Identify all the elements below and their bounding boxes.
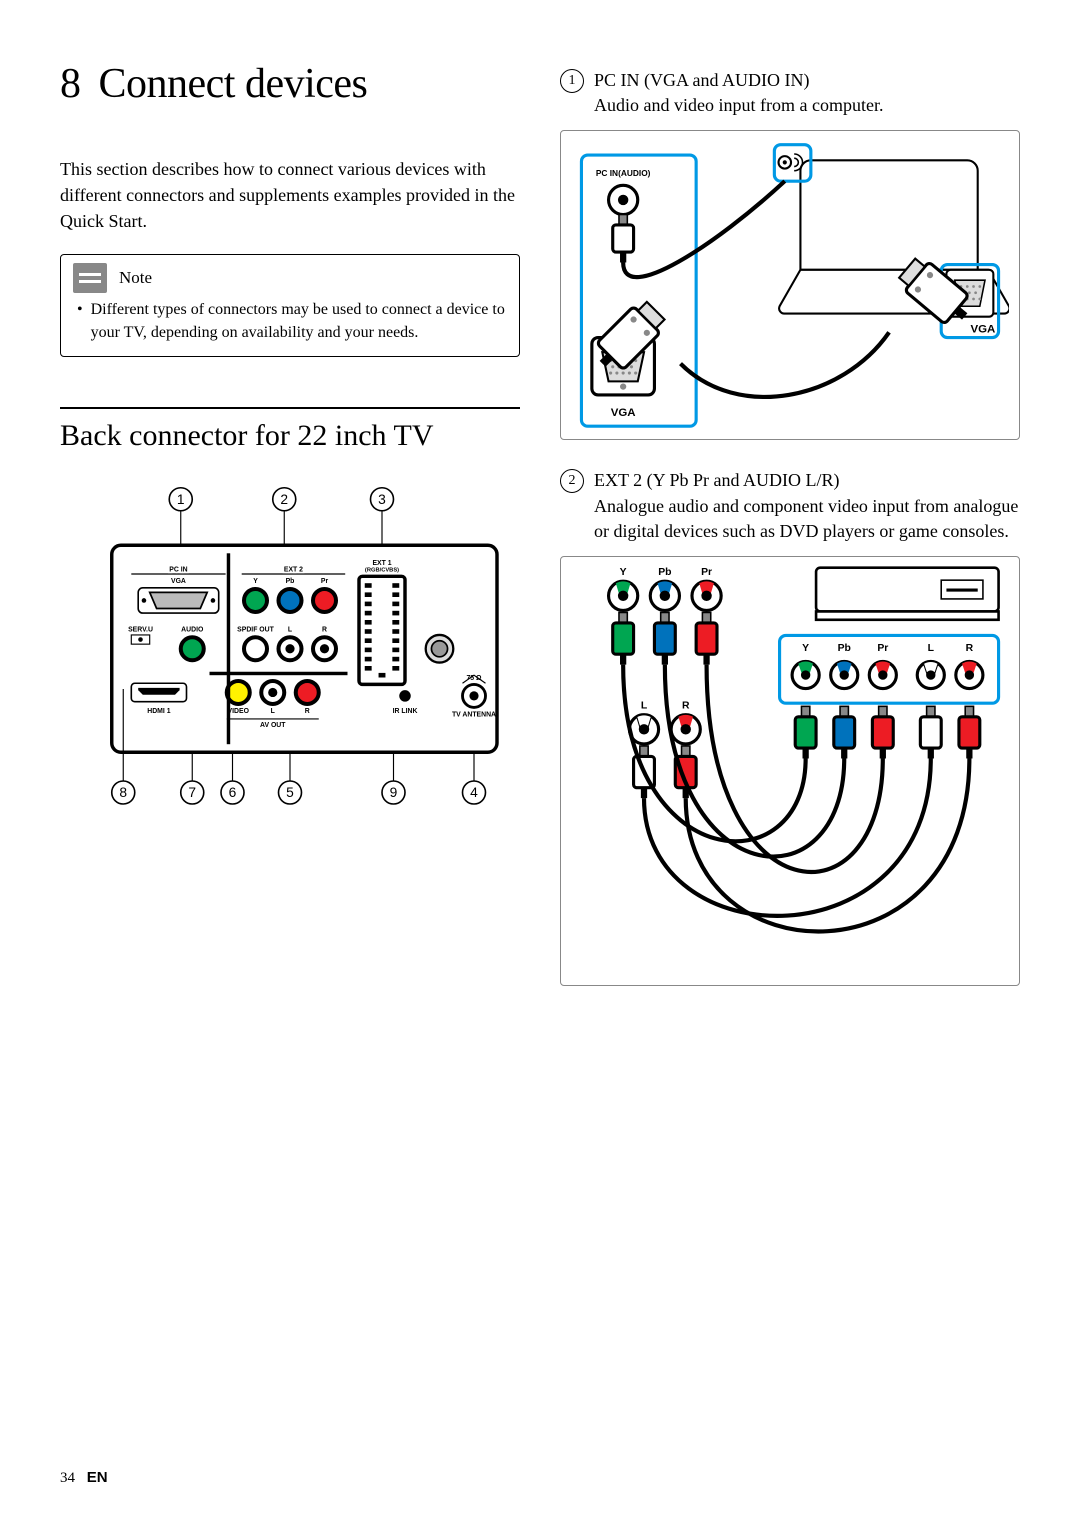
tv-pb-port (650, 581, 679, 610)
item-number-circle: 1 (560, 69, 584, 93)
svg-text:R: R (682, 700, 690, 711)
item-1-title: PC IN (VGA and AUDIO IN) (594, 68, 883, 93)
svg-text:EXT 2: EXT 2 (284, 566, 303, 573)
callout-7: 7 (181, 752, 204, 804)
item-2-desc: Analogue audio and component video input… (594, 494, 1020, 544)
item-1: 1 PC IN (VGA and AUDIO IN) Audio and vid… (560, 68, 1020, 118)
svg-text:R: R (305, 708, 310, 715)
svg-text:Y: Y (802, 643, 809, 654)
svg-text:6: 6 (229, 785, 237, 800)
note-text: Different types of connectors may be use… (91, 299, 507, 344)
svg-text:L: L (288, 626, 292, 633)
svg-text:Pr: Pr (701, 567, 712, 578)
callout-8: 8 (112, 689, 135, 804)
intro-paragraph: This section describes how to connect va… (60, 156, 520, 234)
item-2: 2 EXT 2 (Y Pb Pr and AUDIO L/R) Analogue… (560, 468, 1020, 544)
svg-text:VGA: VGA (970, 323, 995, 335)
svg-text:8: 8 (119, 785, 127, 800)
svg-text:R: R (322, 626, 327, 633)
svg-text:2: 2 (280, 491, 288, 506)
svg-text:Y: Y (253, 578, 258, 585)
callout-1: 1 (169, 487, 192, 545)
svg-text:3: 3 (378, 491, 386, 506)
ext2-figure: Y Pb Pr L R Y (560, 556, 1020, 986)
tv-y-port (609, 581, 638, 610)
svg-text:9: 9 (390, 785, 398, 800)
svg-text:1: 1 (177, 491, 185, 506)
language-code: EN (87, 1469, 108, 1486)
svg-text:Pb: Pb (658, 567, 671, 578)
svg-text:SERV.U: SERV.U (128, 626, 153, 633)
svg-text:VIDEO: VIDEO (228, 708, 250, 715)
svg-text:Pb: Pb (838, 643, 851, 654)
svg-text:PC IN(AUDIO): PC IN(AUDIO) (596, 168, 651, 178)
note-icon (73, 263, 107, 293)
svg-text:5: 5 (286, 785, 294, 800)
item-2-title: EXT 2 (Y Pb Pr and AUDIO L/R) (594, 468, 1020, 493)
callout-5: 5 (279, 752, 302, 804)
note-box: Note Different types of connectors may b… (60, 254, 520, 357)
svg-text:SPDIF OUT: SPDIF OUT (237, 626, 274, 633)
svg-text:7: 7 (188, 785, 196, 800)
page-number: 34 (60, 1470, 75, 1486)
svg-text:HDMI 1: HDMI 1 (147, 708, 170, 715)
section-divider (60, 407, 520, 409)
svg-text:AUDIO: AUDIO (181, 626, 204, 633)
svg-text:4: 4 (470, 785, 478, 800)
svg-text:EXT 1: EXT 1 (372, 559, 391, 566)
chapter-title: 8 Connect devices (60, 60, 520, 108)
item-number-circle: 2 (560, 469, 584, 493)
item-1-desc: Audio and video input from a computer. (594, 93, 883, 118)
svg-text:Pr: Pr (321, 578, 329, 585)
svg-text:IR LINK: IR LINK (393, 708, 418, 715)
callout-3: 3 (371, 487, 394, 545)
note-label: Note (119, 268, 152, 288)
svg-text:Y: Y (620, 567, 627, 578)
callout-6: 6 (221, 752, 244, 804)
tv-pr-port (692, 581, 721, 610)
pc-in-figure: PC IN(AUDIO) VGA (560, 130, 1020, 440)
svg-text:L: L (928, 643, 935, 654)
callout-2: 2 (273, 487, 296, 545)
svg-text:Pr: Pr (877, 643, 888, 654)
svg-text:L: L (641, 700, 648, 711)
callout-4: 4 (463, 752, 486, 804)
chapter-title-text: Connect devices (99, 61, 368, 107)
chapter-number: 8 (60, 61, 81, 107)
svg-text:PC IN: PC IN (169, 566, 187, 573)
section-title: Back connector for 22 inch TV (60, 419, 520, 454)
svg-text:AV OUT: AV OUT (260, 722, 286, 729)
svg-text:VGA: VGA (171, 578, 186, 585)
svg-text:(RGB/CVBS): (RGB/CVBS) (365, 567, 399, 573)
callout-9: 9 (382, 752, 405, 804)
svg-text:Pb: Pb (286, 578, 295, 585)
svg-text:L: L (271, 708, 275, 715)
svg-text:VGA: VGA (611, 407, 636, 419)
svg-text:TV ANTENNA: TV ANTENNA (452, 711, 496, 718)
svg-text:R: R (966, 643, 974, 654)
page-footer: 34 EN (60, 1439, 1020, 1487)
back-panel-figure: 1 2 3 EXT 1 (RGB/CVBS) (60, 482, 520, 844)
